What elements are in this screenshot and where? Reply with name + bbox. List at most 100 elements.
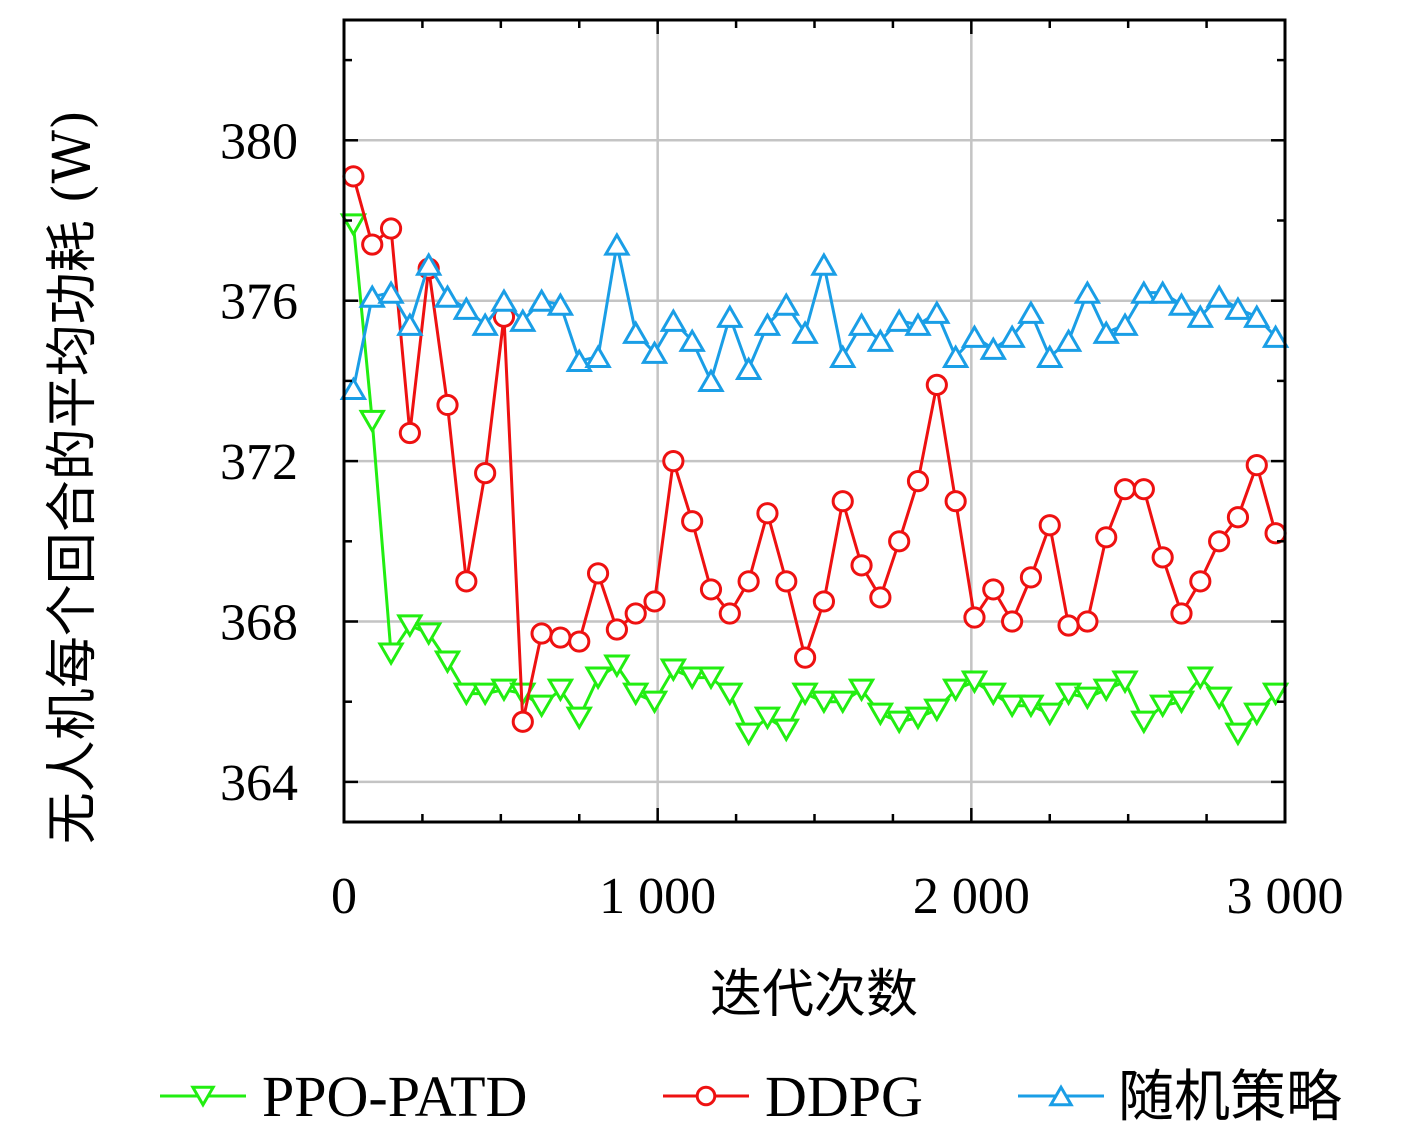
data-point bbox=[603, 654, 631, 679]
data-point bbox=[471, 312, 499, 336]
data-point bbox=[1167, 690, 1196, 715]
data-point bbox=[342, 165, 365, 188]
data-point bbox=[584, 666, 612, 691]
legend-marker bbox=[695, 1085, 717, 1107]
data-point bbox=[791, 320, 819, 344]
data-point bbox=[530, 622, 553, 645]
data-point bbox=[756, 502, 779, 525]
data-point bbox=[1019, 566, 1043, 589]
data-point bbox=[433, 650, 462, 675]
y-tick-label: 368 bbox=[220, 595, 298, 652]
data-point bbox=[433, 284, 462, 308]
data-point bbox=[979, 682, 1007, 707]
data-point bbox=[829, 690, 857, 715]
legend-item: DDPG bbox=[663, 1064, 923, 1129]
legend-item: 随机策略 bbox=[1018, 1065, 1342, 1129]
data-point bbox=[1054, 328, 1083, 352]
data-point bbox=[791, 682, 819, 707]
data-point bbox=[963, 606, 986, 629]
data-point bbox=[546, 678, 575, 703]
data-point bbox=[1148, 694, 1177, 719]
data-point bbox=[888, 530, 911, 553]
data-point bbox=[414, 252, 443, 276]
data-point bbox=[904, 312, 932, 336]
data-point bbox=[718, 602, 741, 625]
data-point bbox=[866, 702, 895, 727]
data-point bbox=[753, 312, 782, 336]
data-point bbox=[1167, 292, 1196, 316]
data-point bbox=[998, 324, 1026, 348]
data-point bbox=[358, 409, 386, 434]
data-point bbox=[923, 300, 951, 324]
data-point bbox=[979, 336, 1007, 360]
data-point bbox=[527, 288, 556, 312]
data-point bbox=[662, 450, 685, 473]
x-tick-label: 1 000 bbox=[599, 868, 716, 925]
data-point bbox=[659, 308, 688, 332]
legend-label: PPO-PATD bbox=[262, 1064, 527, 1129]
x-tick-label: 3 000 bbox=[1227, 868, 1344, 925]
data-point bbox=[640, 690, 669, 715]
data-point bbox=[1092, 678, 1120, 703]
data-point bbox=[1076, 610, 1099, 633]
data-point bbox=[1001, 610, 1024, 633]
data-point bbox=[923, 698, 951, 723]
data-point bbox=[546, 292, 575, 316]
data-point bbox=[527, 694, 556, 719]
data-point bbox=[753, 706, 782, 731]
data-point bbox=[847, 678, 876, 703]
data-point bbox=[869, 586, 892, 609]
data-point bbox=[1189, 570, 1212, 593]
data-point bbox=[885, 308, 913, 332]
data-point bbox=[1224, 296, 1252, 320]
data-point bbox=[1264, 522, 1287, 545]
data-point bbox=[982, 578, 1005, 601]
data-point bbox=[396, 312, 424, 336]
data-point bbox=[941, 344, 970, 368]
data-point bbox=[998, 694, 1026, 719]
data-point bbox=[812, 590, 836, 613]
x-tick-label: 0 bbox=[331, 868, 357, 925]
data-point bbox=[944, 490, 967, 513]
data-point bbox=[1226, 506, 1250, 529]
y-tick-label: 380 bbox=[220, 113, 298, 170]
data-point bbox=[377, 642, 405, 667]
data-point bbox=[622, 682, 650, 707]
data-point bbox=[775, 570, 798, 593]
data-point bbox=[549, 626, 572, 649]
data-point bbox=[810, 252, 838, 276]
data-point bbox=[1095, 526, 1118, 549]
data-point bbox=[1243, 702, 1271, 727]
y-tick-label: 376 bbox=[220, 274, 298, 331]
data-point bbox=[1170, 602, 1193, 625]
data-point bbox=[471, 682, 499, 707]
data-point bbox=[452, 682, 481, 707]
data-point bbox=[1073, 280, 1102, 304]
axis-ticks bbox=[342, 20, 1287, 822]
data-point bbox=[866, 328, 895, 352]
y-axis-title: 无人机每个回合的平均功耗 (W) bbox=[43, 110, 103, 845]
data-point bbox=[1038, 514, 1061, 537]
data-point bbox=[568, 630, 591, 653]
data-point bbox=[1224, 722, 1252, 747]
legend-marker bbox=[190, 1085, 216, 1108]
data-point bbox=[793, 646, 817, 669]
data-point bbox=[358, 284, 386, 308]
data-point bbox=[1208, 530, 1231, 553]
data-point bbox=[772, 292, 800, 316]
data-point bbox=[603, 231, 631, 256]
data-point bbox=[622, 320, 650, 344]
legend-marker bbox=[1048, 1084, 1074, 1107]
data-point bbox=[1243, 304, 1271, 328]
data-point bbox=[339, 376, 368, 401]
data-point bbox=[584, 344, 612, 368]
x-axis-title: 迭代次数 bbox=[710, 965, 918, 1025]
data-point bbox=[1017, 300, 1045, 324]
data-point bbox=[697, 368, 725, 392]
x-tick-label: 2 000 bbox=[913, 868, 1030, 925]
data-point bbox=[960, 670, 989, 695]
data-point bbox=[1130, 710, 1158, 735]
data-point bbox=[697, 666, 725, 691]
data-point bbox=[850, 554, 873, 577]
